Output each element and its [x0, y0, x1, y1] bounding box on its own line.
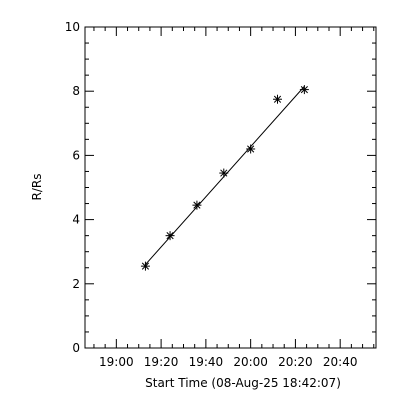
y-axis: 0 2 4 6 8 10 [65, 20, 376, 355]
plot-frame [84, 26, 377, 349]
y-tick-label: 4 [72, 213, 80, 227]
x-axis: 19:00 19:20 19:40 20:00 20:20 20:40 [93, 27, 375, 369]
data-point [140, 261, 150, 271]
data-point [192, 200, 202, 210]
y-tick-label: 10 [65, 20, 80, 34]
data-point [246, 144, 256, 154]
plot-area [140, 85, 309, 271]
y-tick-label: 2 [72, 277, 80, 291]
x-tick-label: 20:40 [323, 355, 358, 369]
y-tick-label: 0 [72, 341, 80, 355]
y-tick-label: 8 [72, 84, 80, 98]
data-point [299, 85, 309, 95]
fit-line [145, 86, 305, 265]
x-axis-label: Start Time (08-Aug-25 18:42:07) [145, 376, 341, 390]
x-tick-label: 19:40 [189, 355, 224, 369]
data-point [273, 94, 283, 104]
x-tick-label: 20:20 [278, 355, 313, 369]
y-tick-label: 6 [72, 148, 80, 162]
data-point [165, 231, 175, 241]
x-tick-label: 19:20 [144, 355, 179, 369]
data-point [219, 168, 229, 178]
x-tick-label: 20:00 [233, 355, 268, 369]
y-axis-label: R/Rs [30, 174, 44, 201]
x-tick-label: 19:00 [99, 355, 134, 369]
